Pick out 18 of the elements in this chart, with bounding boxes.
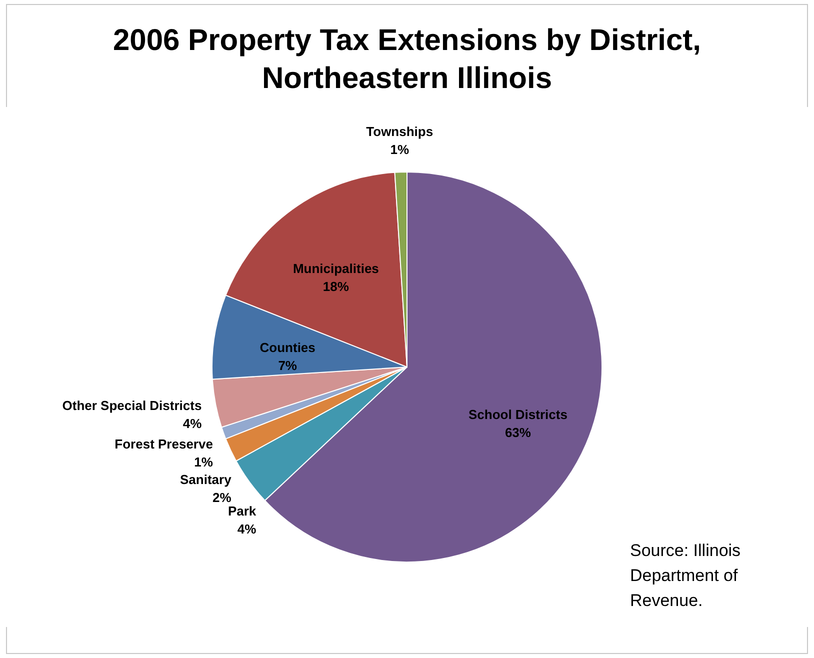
slice-label: School Districts [468,407,568,422]
data-label: 1% [390,142,410,158]
slice-label: Park [228,504,257,519]
slice-label: Other Special Districts [62,398,202,414]
data-label: 4% [182,416,202,432]
data-label: 18% [322,279,350,294]
data-label: 7% [278,358,298,374]
source-note: Source: Illinois Department of Revenue. [630,540,742,612]
chart-title: 2006 Property Tax Extensions by District, Northeastern Illinois [112,23,702,97]
data-label: 2% [212,490,232,506]
slice-label: Counties [260,340,316,356]
slice-label: Townships [366,124,434,140]
data-label: 63% [504,425,532,440]
slice-label: Forest Preserve [114,436,213,452]
data-label: 1% [194,454,214,470]
slice-label: Sanitary [180,472,232,488]
slice-label: Municipalities [292,261,379,276]
data-label: 4% [237,522,257,537]
